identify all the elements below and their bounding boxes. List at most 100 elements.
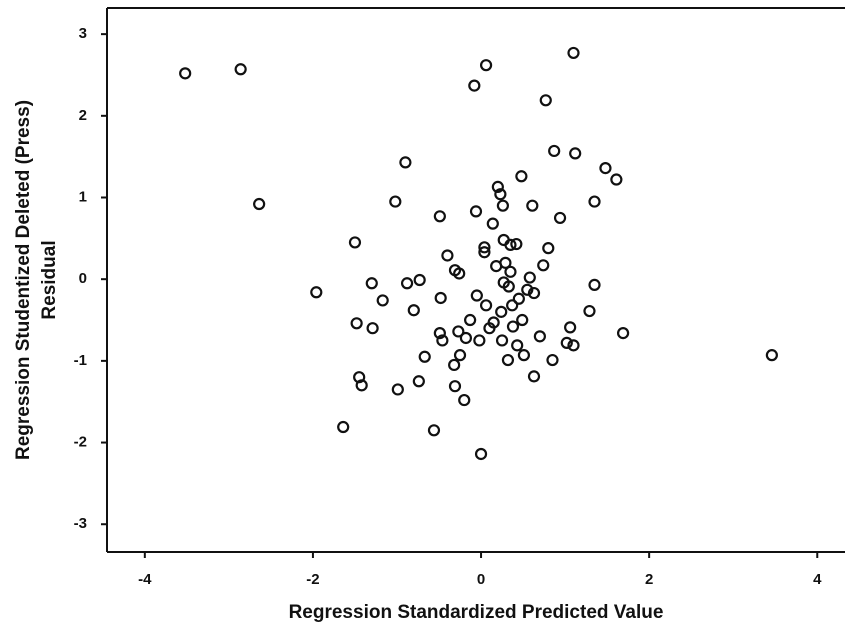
y-tick-label: 0: [79, 270, 87, 287]
point: [610, 173, 623, 186]
point: [496, 199, 509, 212]
point: [453, 349, 467, 362]
point: [448, 358, 461, 372]
point: [537, 259, 550, 272]
point: [499, 256, 512, 269]
point: [491, 180, 504, 193]
point: [583, 304, 596, 318]
point: [521, 283, 534, 296]
point: [517, 349, 531, 362]
point: [516, 313, 529, 327]
y-tick-label: 3: [79, 25, 87, 42]
point: [539, 94, 552, 107]
point: [337, 420, 350, 434]
point: [494, 188, 507, 201]
point: [350, 317, 363, 330]
point: [412, 375, 425, 388]
point: [616, 326, 630, 340]
point: [433, 210, 446, 223]
point: [474, 447, 488, 461]
point: [502, 280, 515, 293]
point: [427, 424, 441, 437]
point: [418, 350, 431, 363]
point: [569, 147, 582, 160]
y-tick-label: -3: [74, 515, 87, 532]
point: [366, 322, 379, 335]
point: [588, 195, 601, 208]
point: [548, 144, 561, 158]
x-axis-title: Regression Standardized Predicted Value: [289, 602, 664, 623]
point: [433, 326, 446, 340]
point: [479, 299, 493, 312]
point: [376, 294, 389, 307]
point: [441, 249, 454, 262]
point: [512, 292, 525, 305]
y-tick-label: -2: [74, 434, 87, 451]
x-tick-label: -2: [306, 571, 319, 588]
point: [459, 331, 473, 345]
y-axis-title: Residual: [39, 240, 60, 319]
point: [533, 330, 546, 343]
point: [511, 339, 524, 352]
point: [546, 353, 559, 367]
point: [567, 339, 580, 352]
point: [434, 291, 447, 305]
x-tick-label: -4: [138, 571, 152, 588]
point: [413, 273, 426, 287]
point: [469, 205, 483, 218]
point: [510, 237, 523, 251]
point: [765, 349, 778, 362]
point: [567, 46, 580, 60]
point: [470, 289, 483, 302]
point: [495, 305, 508, 318]
point: [365, 277, 378, 290]
point: [453, 267, 466, 280]
x-tick-label: 0: [477, 571, 485, 588]
point: [310, 286, 323, 299]
point: [542, 242, 555, 255]
point: [523, 271, 536, 284]
point: [253, 197, 266, 211]
point: [478, 241, 491, 254]
point: [234, 63, 247, 76]
point: [399, 156, 412, 169]
point: [448, 380, 462, 393]
y-tick-label: 1: [79, 188, 87, 205]
point: [400, 277, 414, 290]
y-tick-label: 2: [79, 107, 87, 124]
point: [560, 336, 573, 349]
point: [436, 334, 449, 347]
point: [506, 320, 520, 333]
point: [355, 379, 368, 392]
point: [553, 211, 567, 225]
point: [478, 246, 491, 259]
point: [353, 371, 366, 384]
point: [179, 67, 192, 80]
x-tick-label: 2: [645, 571, 653, 588]
point: [391, 383, 404, 396]
point: [486, 217, 499, 230]
point: [407, 304, 420, 317]
point: [452, 325, 465, 338]
point: [473, 334, 486, 347]
y-tick-label: -1: [74, 352, 87, 369]
point: [348, 236, 362, 249]
point: [487, 316, 500, 329]
point: [599, 161, 612, 175]
point: [527, 370, 541, 383]
point: [389, 195, 402, 208]
point: [526, 199, 539, 212]
point: [504, 238, 517, 251]
point: [468, 79, 481, 92]
point: [564, 321, 577, 334]
point: [501, 353, 515, 367]
point: [464, 313, 477, 327]
point: [495, 334, 509, 347]
point: [458, 393, 471, 407]
point: [479, 59, 493, 72]
point: [515, 170, 528, 183]
y-axis-title: Regression Studentized Deleted (Press): [13, 100, 34, 460]
point: [588, 278, 601, 292]
point: [506, 299, 519, 312]
